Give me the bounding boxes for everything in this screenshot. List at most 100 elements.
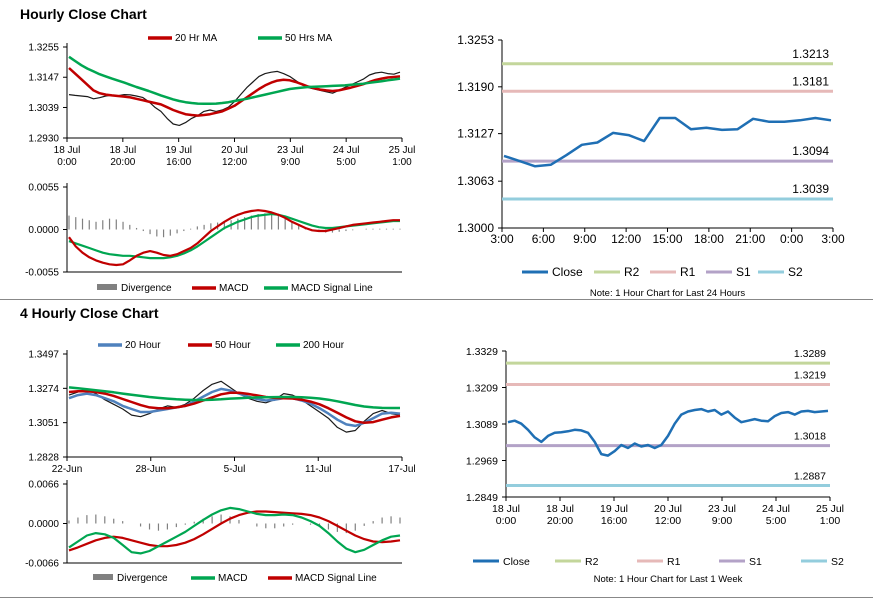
hourly-pivot-x-tick-label: 0:00	[780, 232, 804, 246]
four-hourly-pivot-legend-label: Close	[503, 556, 530, 568]
hourly-macd-y-tick-label: -0.0055	[25, 268, 59, 279]
four-hourly-pivot-x-tick-label: 16:00	[601, 515, 627, 527]
hourly-macd-y-tick-label: 0.0055	[28, 183, 59, 194]
four-hourly-price-y-tick-label: 1.3274	[28, 384, 59, 395]
hourly-pivot-legend-label: R2	[624, 265, 640, 279]
hourly-pivot-legend-label: Close	[552, 265, 583, 279]
four-hourly-pivot-y-tick-label: 1.3209	[466, 383, 498, 395]
hourly-price-20-hr-ma-line	[68, 67, 401, 117]
four-hourly-pivot-level-label-r1: 1.3219	[794, 369, 826, 381]
four-hourly-pivot-x-tick-label: 5:00	[766, 515, 787, 527]
four-hourly-price-x-tick-label: 11-Jul	[305, 464, 332, 475]
four-hourly-pivot-x-tick-label: 0:00	[496, 515, 517, 527]
four-hourly-macd-legend-label: Divergence	[117, 573, 168, 584]
hourly-pivot-legend-label: S2	[788, 265, 803, 279]
hourly-macd-signal-line	[68, 212, 400, 260]
four-hourly-macd-legend-label: MACD	[218, 573, 247, 584]
hourly-price-x-tick-label: 9:00	[281, 157, 301, 168]
four-hourly-pivot-level-label-s1: 1.3018	[794, 431, 826, 443]
four-hourly-price-50-hour-line	[68, 390, 401, 425]
hourly-pivot-level-label-s1: 1.3094	[792, 144, 829, 158]
hourly-pivot-level-label-r2: 1.3213	[792, 47, 829, 61]
four-hourly-price-y-tick-label: 1.3497	[28, 350, 59, 361]
hourly-price-legend-label: 20 Hr MA	[175, 33, 218, 44]
hourly-pivot-x-tick-label: 12:00	[611, 232, 641, 246]
four-hourly-pivot-x-tick-label: 18 Jul	[546, 503, 574, 515]
four-hourly-macd-line	[68, 506, 401, 555]
hourly-macd-legend-label: MACD	[219, 283, 248, 294]
hourly-pivot-x-tick-label: 18:00	[694, 232, 724, 246]
hourly-price-x-tick-label: 12:00	[222, 157, 247, 168]
four-hourly-pivot-legend-label: R2	[585, 556, 599, 568]
hourly-pivot-y-tick-label: 1.3127	[457, 127, 494, 141]
four-hourly-pivot-legend-label: R1	[667, 556, 681, 568]
hourly-price-x-tick-label: 5:00	[336, 157, 356, 168]
four-hourly-pivot-x-tick-label: 20:00	[547, 515, 573, 527]
hourly-pivot-y-tick-label: 1.3253	[457, 33, 494, 47]
hourly-price-y-tick-label: 1.3147	[28, 73, 59, 84]
four-hourly-section-title: 4 Hourly Close Chart	[20, 305, 159, 321]
four-hourly-pivot-close-line	[507, 407, 829, 457]
hourly-price-x-tick-label: 23 Jul	[277, 145, 304, 156]
four-hourly-pivot-y-tick-label: 1.3329	[466, 346, 498, 358]
four-hourly-pivot-x-tick-label: 25 Jul	[816, 503, 844, 515]
four-hourly-macd-y-tick-label: 0.0066	[28, 480, 59, 491]
four-hourly-price-y-tick-label: 1.3051	[28, 418, 59, 429]
hourly-price-x-tick-label: 1:00	[392, 157, 412, 168]
section-divider	[0, 299, 873, 300]
hourly-macd-line	[68, 209, 400, 267]
four-hourly-price-x-tick-label: 17-Jul	[388, 464, 415, 475]
four-hourly-pivot-level-label-r2: 1.3289	[794, 348, 826, 360]
hourly-price-50-hrs-ma-line	[68, 55, 401, 106]
hourly-pivot-x-tick-label: 9:00	[573, 232, 597, 246]
four-hourly-macd-signal-line	[68, 510, 401, 552]
four-hourly-pivot-note: Note: 1 Hour Chart for Last 1 Week	[594, 574, 743, 585]
four-hourly-pivot-legend-label: S1	[749, 556, 762, 568]
four-hourly-price-close-line	[68, 380, 401, 433]
four-hourly-pivot-x-tick-label: 9:00	[712, 515, 733, 527]
four-hourly-price-200-hour-line	[68, 386, 400, 410]
hourly-macd-legend-label: MACD Signal Line	[291, 283, 373, 294]
four-hourly-pivot-x-tick-label: 18 Jul	[492, 503, 520, 515]
hourly-price-y-tick-label: 1.2930	[28, 134, 59, 145]
four-hourly-pivot-x-tick-label: 12:00	[655, 515, 681, 527]
hourly-pivot-level-label-r1: 1.3181	[792, 74, 829, 88]
four-hourly-pivot-y-tick-label: 1.3089	[466, 419, 498, 431]
four-hourly-pivot-x-tick-label: 19 Jul	[600, 503, 628, 515]
hourly-pivot-x-tick-label: 3:00	[490, 232, 514, 246]
four-hourly-price-legend-label: 20 Hour	[125, 340, 161, 351]
four-hourly-macd-y-tick-label: 0.0000	[28, 519, 59, 530]
hourly-price-x-tick-label: 19 Jul	[165, 145, 192, 156]
hourly-pivot-x-tick-label: 15:00	[652, 232, 682, 246]
four-hourly-pivot-x-tick-label: 20 Jul	[654, 503, 682, 515]
four-hourly-pivot-x-tick-label: 1:00	[820, 515, 841, 527]
hourly-price-x-tick-label: 18 Jul	[54, 145, 81, 156]
four-hourly-price-x-tick-label: 5-Jul	[224, 464, 246, 475]
four-hourly-price-legend-label: 50 Hour	[215, 340, 251, 351]
four-hourly-price-y-tick-label: 1.2828	[28, 453, 59, 464]
hourly-price-y-tick-label: 1.3039	[28, 103, 59, 114]
hourly-macd-y-tick-label: 0.0000	[28, 225, 59, 236]
four-hourly-macd-y-tick-label: -0.0066	[25, 559, 59, 570]
hourly-pivot-y-tick-label: 1.3063	[457, 174, 494, 188]
four-hourly-macd-legend-label: MACD Signal Line	[295, 573, 377, 584]
hourly-macd-legend-swatch	[97, 284, 117, 290]
hourly-price-x-tick-label: 16:00	[166, 157, 191, 168]
hourly-price-x-tick-label: 25 Jul	[389, 145, 416, 156]
hourly-pivot-legend-label: R1	[680, 265, 696, 279]
hourly-pivot-x-tick-label: 21:00	[735, 232, 765, 246]
hourly-pivot-x-tick-label: 6:00	[532, 232, 556, 246]
hourly-pivot-legend-label: S1	[736, 265, 751, 279]
hourly-price-x-tick-label: 0:00	[57, 157, 77, 168]
hourly-pivot-y-tick-label: 1.3000	[457, 221, 494, 235]
four-hourly-pivot-x-tick-label: 24 Jul	[762, 503, 790, 515]
four-hourly-pivot-y-tick-label: 1.2969	[466, 456, 498, 468]
four-hourly-pivot-y-tick-label: 1.2849	[466, 492, 498, 504]
four-hourly-pivot-x-tick-label: 23 Jul	[708, 503, 736, 515]
four-hourly-price-x-tick-label: 28-Jun	[135, 464, 166, 475]
hourly-pivot-close-line	[503, 116, 832, 168]
hourly-price-legend-label: 50 Hrs MA	[285, 33, 333, 44]
hourly-price-x-tick-label: 20:00	[110, 157, 135, 168]
four-hourly-pivot-legend-label: S2	[831, 556, 844, 568]
